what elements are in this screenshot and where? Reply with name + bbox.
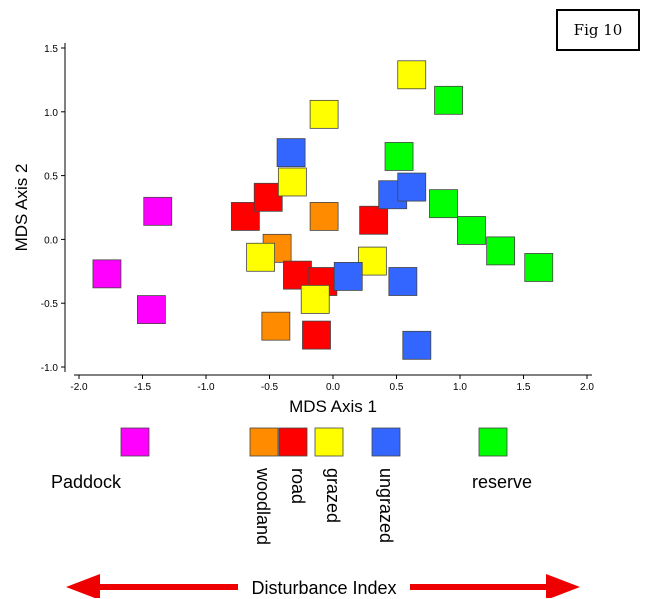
legend-swatch-woodland — [249, 427, 279, 457]
point-road — [359, 205, 389, 235]
point-paddock — [136, 295, 166, 324]
point-ungrazed — [333, 262, 363, 291]
y-tick-label: 1.0 — [44, 108, 58, 119]
point-grazed — [246, 242, 276, 272]
legend-swatch-ungrazed — [371, 427, 401, 457]
data-points — [92, 60, 554, 360]
point-road — [283, 260, 312, 290]
legend-label-woodland: woodland — [253, 468, 273, 546]
point-ungrazed — [402, 330, 432, 360]
point-reserve — [434, 85, 463, 115]
point-ungrazed — [397, 172, 427, 202]
arrow-head-left — [66, 574, 100, 598]
y-axis-title: MDS Axis 2 — [12, 164, 31, 252]
legend-label-reserve: reserve — [472, 472, 533, 492]
legend-label-road: road — [288, 468, 308, 505]
point-grazed — [277, 167, 307, 197]
x-tick-label: 1.0 — [453, 382, 467, 393]
point-reserve — [384, 142, 414, 171]
x-tick-label: -2.0 — [70, 382, 88, 393]
disturbance-index-label: Disturbance Index — [238, 577, 410, 599]
x-axis-title: MDS Axis 1 — [289, 397, 377, 416]
x-tick-label: -1.5 — [134, 382, 152, 393]
legend-swatch-reserve — [478, 427, 508, 457]
point-grazed — [300, 284, 330, 314]
x-tick-label: 0.5 — [390, 382, 404, 393]
legend-label-paddock: Paddock — [51, 472, 122, 492]
y-tick-label: 0.0 — [44, 235, 58, 246]
y-tick-label: 0.5 — [44, 172, 58, 183]
chart-axes: -1.0 -0.5 0.0 0.5 1.0 1.5 -2.0 -1.5 -1.0 -0.5 0.0 0… — [12, 43, 594, 416]
point-grazed — [357, 246, 387, 276]
x-tick-label: 1.5 — [517, 382, 531, 393]
point-reserve — [429, 189, 458, 219]
arrow-head-right — [546, 574, 580, 598]
y-tick-label: -1.0 — [41, 363, 59, 374]
point-woodland — [309, 202, 339, 231]
x-tick-label: 2.0 — [580, 382, 594, 393]
y-tick-label: 1.5 — [44, 44, 58, 55]
legend-label-ungrazed: ungrazed — [376, 468, 396, 544]
point-grazed — [309, 99, 339, 129]
point-paddock — [92, 259, 122, 289]
point-reserve — [524, 253, 554, 282]
legend-swatches — [120, 427, 508, 457]
point-paddock — [143, 196, 173, 226]
point-reserve — [457, 216, 486, 245]
point-road — [253, 182, 283, 212]
point-grazed — [397, 60, 427, 90]
x-tick-label: 0.0 — [326, 382, 340, 393]
legend-swatch-road — [278, 427, 308, 457]
x-tick-label: -0.5 — [261, 382, 279, 393]
legend-swatch-paddock — [120, 427, 150, 457]
legend-label-grazed: grazed — [323, 468, 343, 524]
y-tick-label: -0.5 — [41, 299, 59, 310]
x-tick-label: -1.0 — [197, 382, 215, 393]
point-reserve — [486, 236, 516, 266]
point-ungrazed — [276, 138, 306, 168]
point-woodland — [261, 311, 291, 341]
point-road — [302, 320, 331, 350]
legend-swatch-grazed — [314, 427, 344, 457]
figure-label: Fig 10 — [556, 9, 640, 51]
point-ungrazed — [388, 267, 418, 296]
